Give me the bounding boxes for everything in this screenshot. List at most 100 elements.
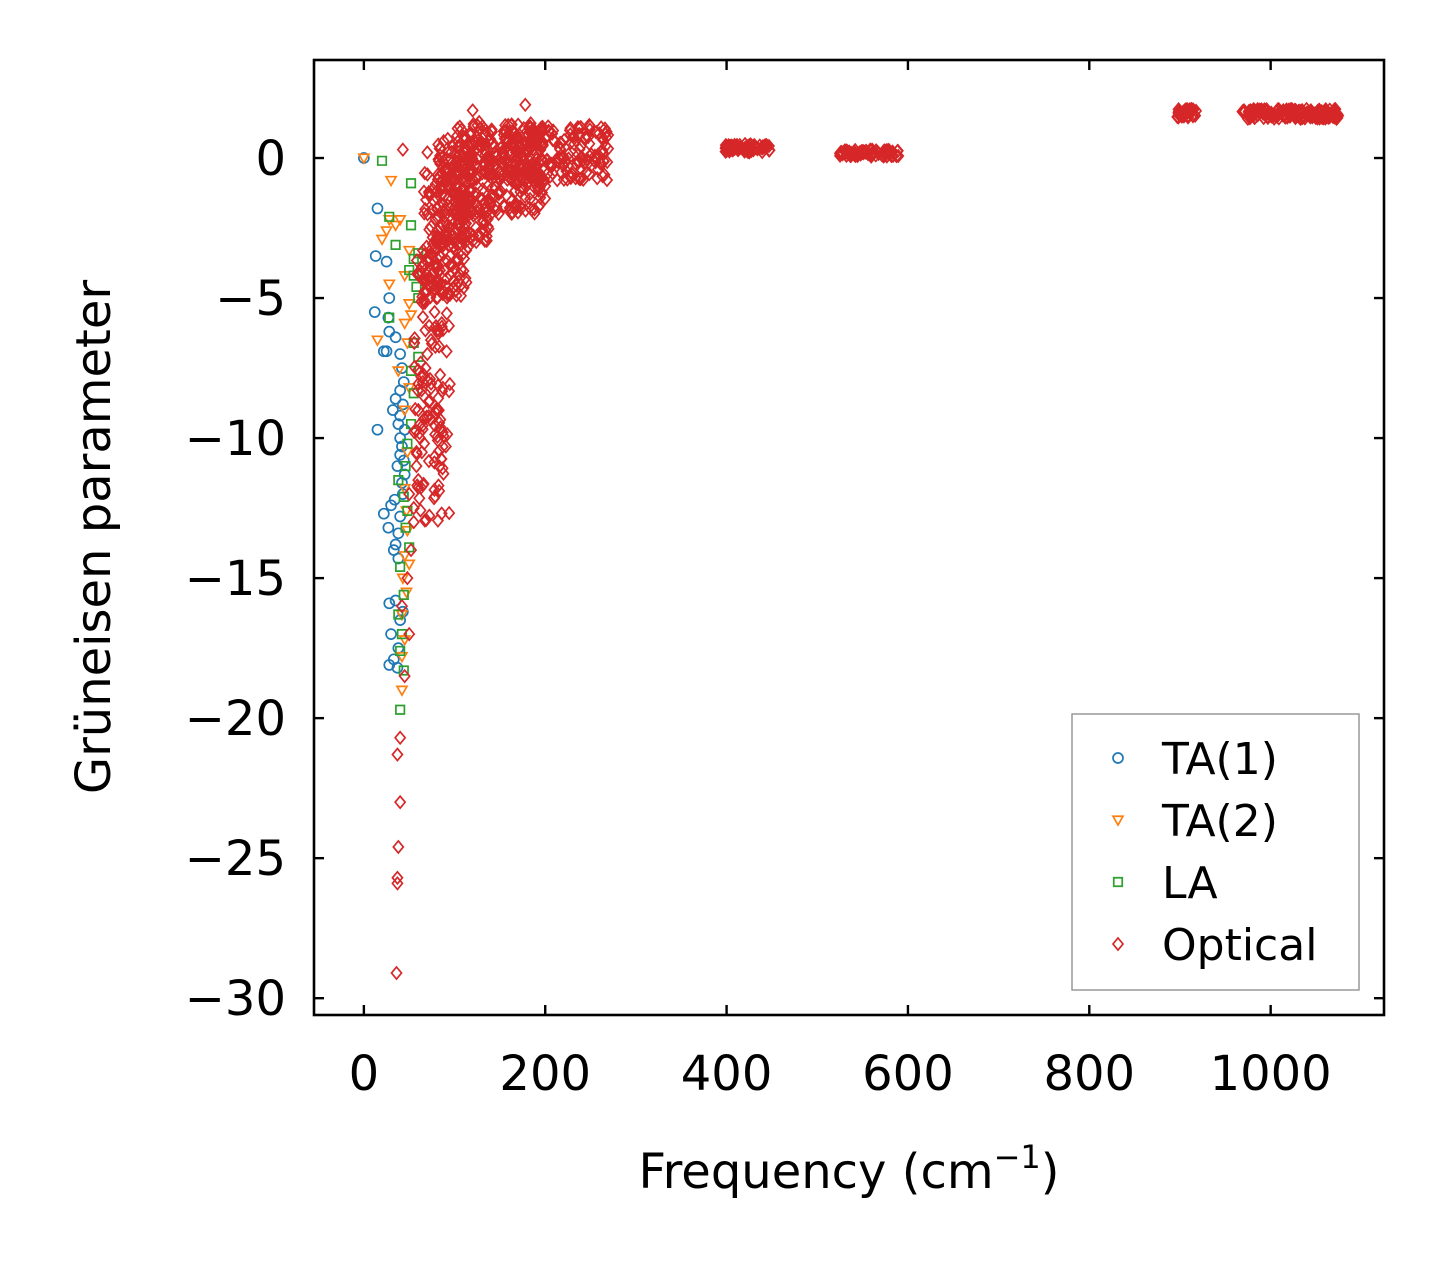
data-point <box>405 365 417 376</box>
data-point <box>524 115 537 131</box>
data-point <box>467 116 480 132</box>
data-point <box>413 490 426 506</box>
data-point <box>456 172 469 188</box>
data-point <box>450 288 463 303</box>
data-point <box>497 198 510 214</box>
data-point <box>420 192 433 208</box>
data-point <box>463 226 476 241</box>
data-point <box>428 417 441 433</box>
legend-label: TA(1) <box>1161 734 1278 785</box>
data-point <box>600 130 613 145</box>
data-point <box>573 171 586 187</box>
data-point <box>436 460 449 476</box>
data-point <box>438 188 451 204</box>
data-point <box>722 137 735 153</box>
data-point <box>417 256 430 272</box>
data-point <box>385 628 397 640</box>
data-point <box>382 279 396 291</box>
data-point <box>487 188 500 204</box>
data-point <box>404 542 415 553</box>
data-point <box>416 296 430 311</box>
data-point <box>458 150 471 165</box>
data-point <box>536 135 549 151</box>
data-point <box>569 170 582 186</box>
data-point <box>475 134 488 150</box>
data-point <box>452 201 465 216</box>
data-point <box>395 645 406 657</box>
data-point <box>398 589 409 601</box>
data-point <box>414 503 427 518</box>
data-point <box>402 505 413 516</box>
data-point <box>445 180 458 196</box>
data-point <box>839 144 852 160</box>
data-point <box>1184 101 1198 117</box>
data-point <box>376 155 388 166</box>
data-point <box>585 147 598 162</box>
data-point <box>437 133 450 149</box>
data-point <box>427 490 441 506</box>
y-tick-label: 0 <box>255 131 286 187</box>
series-optical <box>390 97 1345 981</box>
data-point <box>415 444 429 460</box>
data-point <box>419 360 432 376</box>
data-point <box>402 559 416 571</box>
data-point <box>557 149 570 165</box>
data-point <box>442 231 455 247</box>
data-point <box>403 486 416 502</box>
data-point <box>463 164 476 179</box>
data-point <box>357 153 371 165</box>
data-point <box>527 162 540 178</box>
data-point <box>437 154 450 169</box>
data-point <box>514 198 527 214</box>
data-point <box>443 248 457 264</box>
data-point <box>392 527 405 540</box>
data-point <box>539 178 552 194</box>
x-tick-label: 0 <box>349 1046 380 1102</box>
data-point <box>417 388 430 404</box>
data-point <box>522 166 535 181</box>
data-point <box>395 651 409 664</box>
data-point <box>476 222 489 238</box>
data-point <box>543 169 557 184</box>
data-point <box>428 482 441 498</box>
legend-marker <box>1111 815 1125 827</box>
data-point <box>428 304 441 320</box>
y-tick-label: −25 <box>185 831 286 887</box>
data-point <box>443 376 456 392</box>
data-point <box>389 393 402 405</box>
data-point <box>405 178 417 189</box>
data-point <box>595 120 608 135</box>
data-point <box>383 292 396 304</box>
data-point <box>470 151 483 167</box>
data-point <box>426 241 439 256</box>
data-point <box>396 573 410 585</box>
data-point <box>421 145 434 160</box>
data-point <box>431 222 444 238</box>
data-point <box>442 144 455 159</box>
data-point <box>757 139 770 154</box>
data-point <box>408 253 419 264</box>
data-point <box>561 172 574 187</box>
data-point <box>867 144 881 160</box>
data-point <box>495 156 509 172</box>
data-point <box>422 408 435 424</box>
data-point <box>583 166 596 182</box>
data-point <box>595 156 608 172</box>
data-point <box>416 418 429 433</box>
x-tick-label: 600 <box>862 1046 954 1102</box>
data-point <box>413 351 424 362</box>
data-point <box>833 146 847 161</box>
data-point <box>419 273 433 289</box>
data-point <box>396 142 409 157</box>
legend-marker <box>1112 876 1124 888</box>
data-point <box>402 245 416 258</box>
data-point <box>1266 108 1279 124</box>
data-point <box>460 142 473 157</box>
data-point <box>391 460 404 472</box>
data-point <box>400 587 413 599</box>
data-point <box>413 416 427 432</box>
data-point <box>486 135 499 151</box>
data-point <box>389 331 402 344</box>
data-point <box>432 323 446 338</box>
